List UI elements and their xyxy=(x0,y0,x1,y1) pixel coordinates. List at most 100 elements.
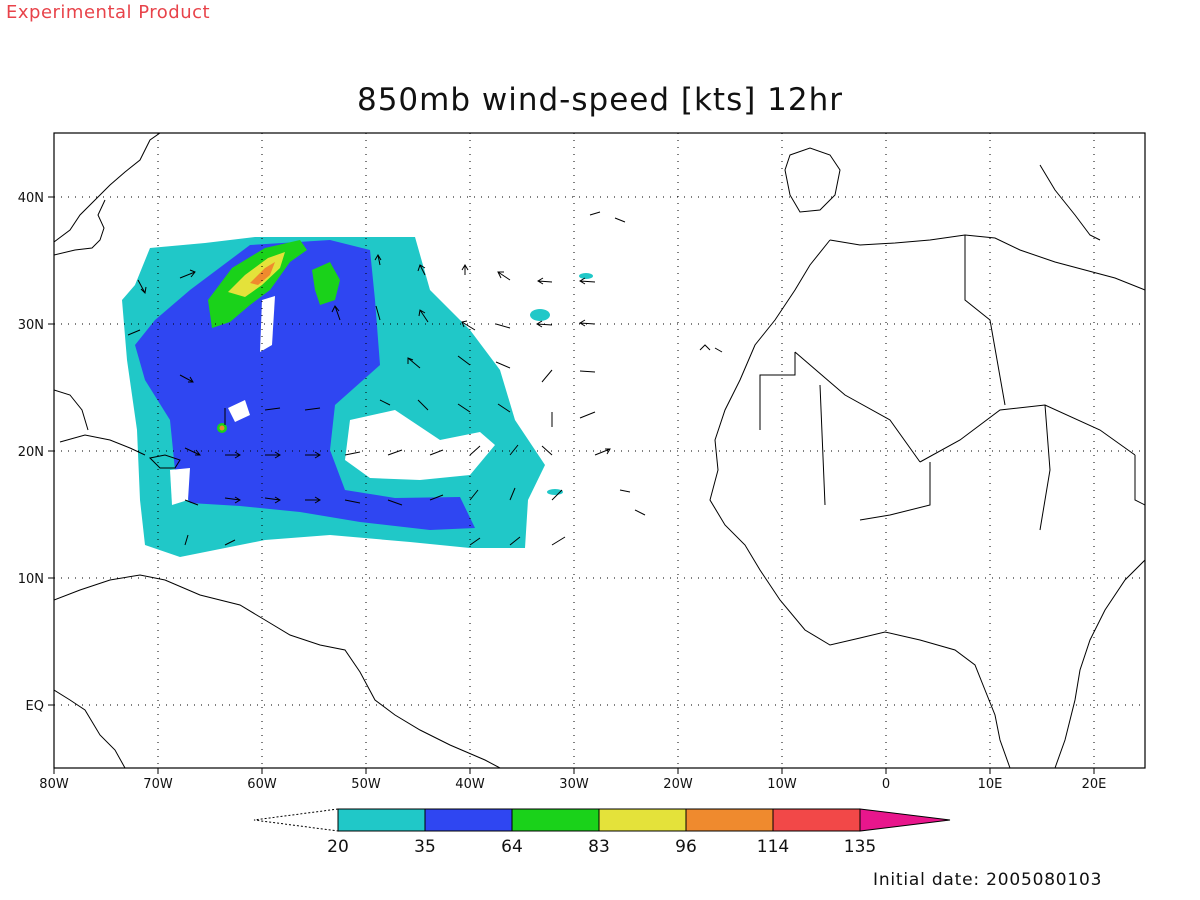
border-2 xyxy=(819,384,826,506)
wind-arrow xyxy=(344,499,361,504)
lat-label: 20N xyxy=(18,445,44,460)
wind-arrow xyxy=(509,444,519,456)
wind-arrow xyxy=(224,539,236,546)
wind-arrow xyxy=(344,451,361,456)
colorbar-bin-64-83 xyxy=(511,808,600,832)
wind-arrow xyxy=(418,309,429,323)
lon-label: 20W xyxy=(663,777,693,792)
lon-label: 50W xyxy=(351,777,381,792)
coast-florida xyxy=(54,389,89,431)
wind-speed-shading xyxy=(122,237,593,557)
colorbar-bin-83-96 xyxy=(598,808,687,832)
lon-label: 30W xyxy=(559,777,589,792)
wind-arrow xyxy=(374,254,382,266)
experimental-product-label: Experimental Product xyxy=(6,2,211,23)
wind-arrow xyxy=(387,449,403,456)
wind-arrow xyxy=(509,536,521,546)
coastlines xyxy=(54,133,1145,768)
coast-italy xyxy=(1039,164,1101,241)
lat-labels: 40N 30N 20N 10N EQ xyxy=(18,191,44,714)
wind-arrow xyxy=(594,448,611,456)
shade-83-96 xyxy=(228,252,285,297)
wind-arrow xyxy=(137,279,147,295)
clear-patch-4 xyxy=(170,468,190,505)
initial-date-label: Initial date: 2005080103 xyxy=(873,870,1103,890)
lon-label: 0 xyxy=(882,777,890,792)
wind-arrow xyxy=(179,374,194,383)
coast-hispaniola xyxy=(148,454,181,469)
border-7 xyxy=(1134,455,1145,506)
border-8 xyxy=(759,352,796,430)
coast-iberia xyxy=(784,147,841,213)
coast-africa-west xyxy=(709,239,1011,768)
wind-arrow xyxy=(224,496,241,504)
coast-us-east xyxy=(54,199,106,256)
lat-label: EQ xyxy=(26,699,44,714)
colorbar-high-arrow xyxy=(859,808,951,832)
wind-arrow xyxy=(407,357,421,369)
axis-ticks xyxy=(48,196,1095,774)
island-azores xyxy=(589,211,626,223)
lon-labels: 80W 70W 60W 50W 40W 30W 20W 10W 0 10E 20… xyxy=(39,777,1106,792)
border-4 xyxy=(859,462,931,521)
coast-central-america xyxy=(54,689,126,768)
wind-arrow xyxy=(461,264,469,275)
lat-label: 30N xyxy=(18,318,44,333)
wind-arrow xyxy=(457,403,471,413)
coast-africa-east xyxy=(1054,559,1145,768)
shade-storm-center xyxy=(219,425,225,431)
colorbar-labels: 20 35 64 83 96 114 135 xyxy=(327,837,876,857)
colorbar-bin-35-64 xyxy=(424,808,513,832)
shade-patch-small xyxy=(530,309,550,321)
wind-arrow xyxy=(184,534,189,546)
wind-vectors xyxy=(127,254,611,546)
wind-arrow xyxy=(541,369,553,383)
wind-arrow xyxy=(184,447,202,456)
shade-patch-small-2 xyxy=(579,273,593,279)
shade-64-83-b xyxy=(312,262,340,305)
wind-arrow xyxy=(305,451,321,459)
wind-arrow xyxy=(461,320,476,331)
wind-arrow xyxy=(497,403,511,413)
wind-arrow xyxy=(387,499,403,506)
colorbar-tick-label: 35 xyxy=(414,837,436,857)
lon-label: 40W xyxy=(455,777,485,792)
clear-patch-3 xyxy=(260,296,275,352)
wind-arrow xyxy=(551,489,563,501)
graticule xyxy=(54,133,1145,768)
wind-arrow xyxy=(375,305,381,321)
wind-arrow xyxy=(495,323,511,329)
wind-arrow xyxy=(304,407,321,411)
wind-arrow xyxy=(127,329,141,336)
wind-arrow xyxy=(429,494,444,501)
wind-arrow xyxy=(331,305,341,321)
lon-label: 20E xyxy=(1082,777,1107,792)
lon-label: 10E xyxy=(978,777,1003,792)
colorbar-tick-label: 64 xyxy=(501,837,523,857)
wind-arrow xyxy=(379,399,391,406)
wind-arrow xyxy=(417,264,426,276)
coast-cuba xyxy=(59,434,146,456)
wind-arrow xyxy=(579,277,596,285)
wind-arrow xyxy=(305,496,321,504)
colorbar-tick-label: 20 xyxy=(327,837,349,857)
wind-arrow xyxy=(579,370,596,373)
colorbar-tick-label: 96 xyxy=(675,837,697,857)
colorbar-tick-label: 83 xyxy=(588,837,610,857)
lat-label: 10N xyxy=(18,572,44,587)
chart-title: 850mb wind-speed [kts] 12hr xyxy=(356,82,844,118)
lon-label: 80W xyxy=(39,777,69,792)
wind-arrow xyxy=(184,499,199,506)
colorbar-low-arrow xyxy=(253,808,339,832)
wind-arrow xyxy=(469,537,481,546)
border-5 xyxy=(964,235,1006,406)
wind-arrow xyxy=(509,487,516,501)
clear-patch-1 xyxy=(345,410,495,480)
wind-arrow xyxy=(457,355,471,366)
wind-arrow xyxy=(264,407,281,411)
wind-arrow xyxy=(497,271,511,281)
wind-arrow xyxy=(469,489,479,501)
lon-label: 10W xyxy=(767,777,797,792)
wind-arrow xyxy=(541,445,553,456)
